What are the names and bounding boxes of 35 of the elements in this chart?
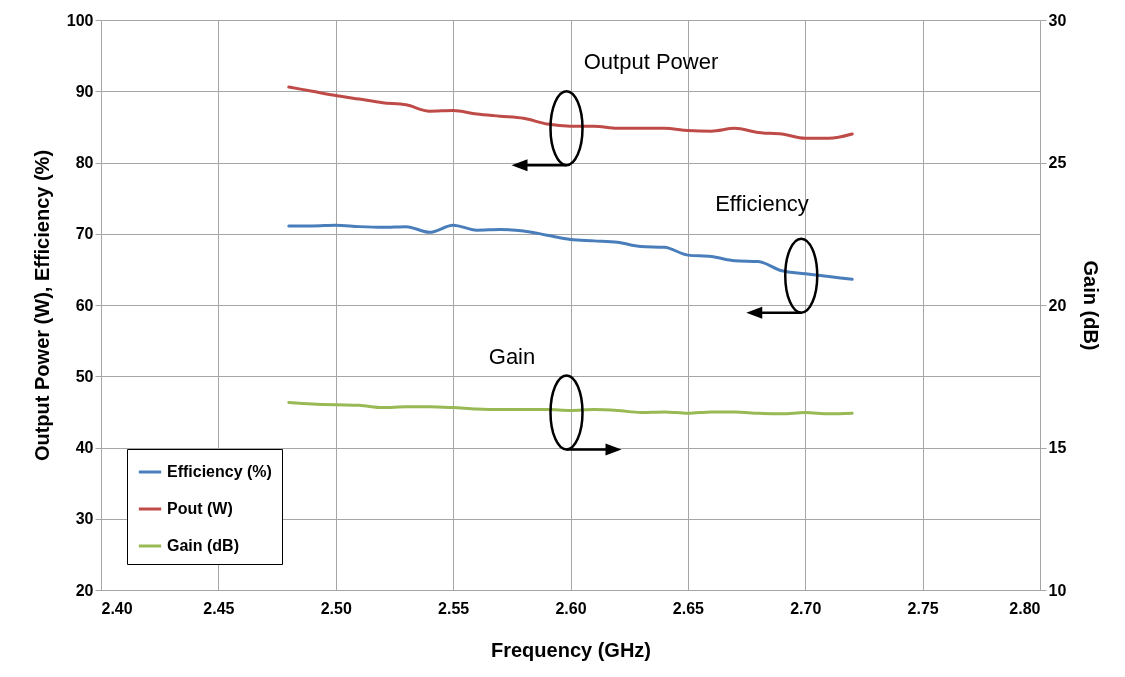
y-tick-label: 40 xyxy=(75,439,94,456)
x-tick-label: 2.55 xyxy=(438,599,470,617)
y2-tick-label: 30 xyxy=(1048,11,1067,29)
y-tick-label: 20 xyxy=(75,581,94,599)
annotation: Gain xyxy=(488,344,536,369)
x-tick-label: 2.50 xyxy=(320,599,352,617)
y-tick-label: 90 xyxy=(75,82,94,100)
y-tick-label: 50 xyxy=(75,367,94,385)
legend-label: Pout (W) xyxy=(167,500,233,517)
line-series xyxy=(287,85,854,140)
y2-tick-label: 20 xyxy=(1048,296,1067,314)
y-tick-label: 60 xyxy=(75,296,94,314)
y-tick-label: 70 xyxy=(75,225,94,243)
x-tick-label: 2.60 xyxy=(555,599,587,617)
legend-label: Gain (dB) xyxy=(167,537,239,554)
x-tick-label: 2.40 xyxy=(101,599,133,617)
y-tick-label: 100 xyxy=(66,11,94,29)
y-tick-label: 30 xyxy=(75,510,94,528)
legend-label: Efficiency (%) xyxy=(167,463,272,480)
y-axis-title: Output Power (W), Efficiency (%) xyxy=(30,149,53,462)
x-tick-label: 2.70 xyxy=(790,599,822,617)
annotation: Efficiency xyxy=(715,191,809,216)
y-tick-label: 80 xyxy=(75,154,94,171)
x-tick-label: 2.80 xyxy=(1009,599,1041,617)
annotation: Output Power xyxy=(583,49,719,74)
y2-tick-label: 15 xyxy=(1048,439,1067,456)
x-tick-label: 2.65 xyxy=(672,599,705,617)
y2-tick-label: 25 xyxy=(1048,154,1067,171)
y2-tick-label: 10 xyxy=(1048,581,1067,599)
x-tick-label: 2.75 xyxy=(907,599,939,617)
line-series xyxy=(287,400,854,416)
x-tick-label: 2.45 xyxy=(203,599,235,617)
y2-axis-title: Gain (dB) xyxy=(1080,260,1103,351)
x-axis-title: Frequency (GHz) xyxy=(490,638,652,661)
line-series xyxy=(287,223,854,281)
